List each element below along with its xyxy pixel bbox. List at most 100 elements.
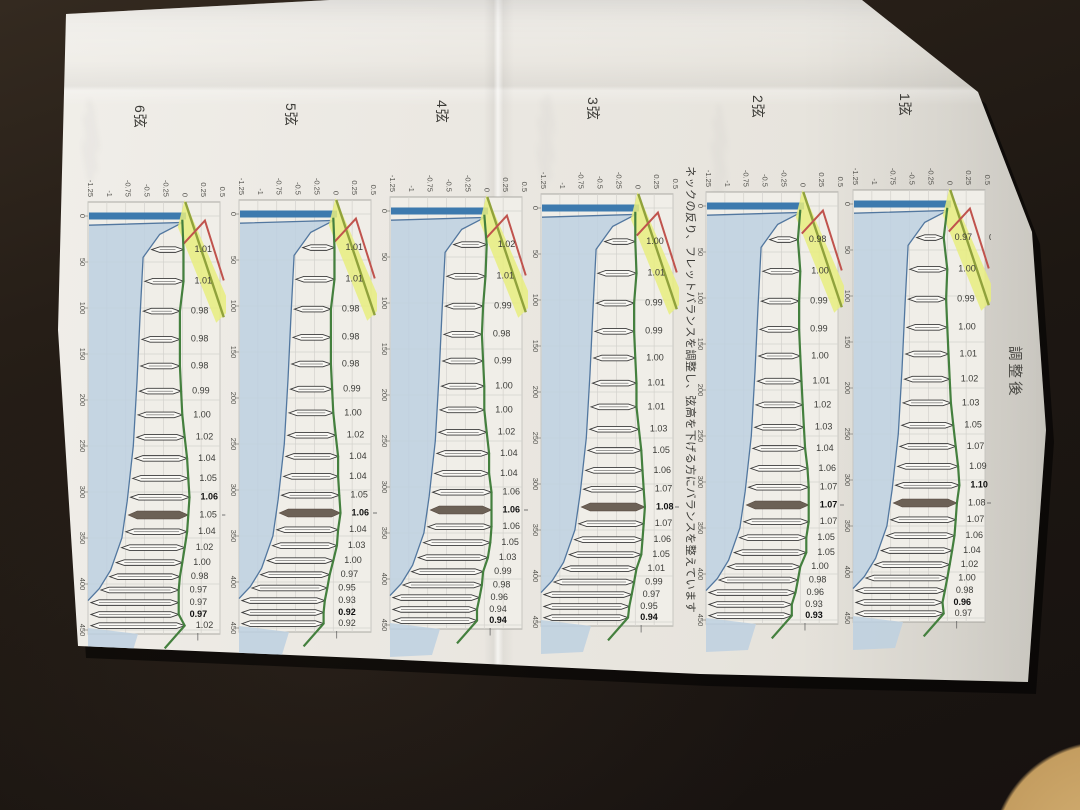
fret-height-label: 1.05 [817,532,835,542]
string-line-red [801,208,843,271]
position-tick-label: 200 [78,394,87,407]
height-tick-label: -0.75 [577,172,586,189]
position-tick-label: 0 [380,209,389,213]
height-tick-label: -0.5 [761,174,770,187]
fret-height-label: 1.01 [959,348,977,358]
nut-bar [707,202,805,210]
fret-height-label: 1.04 [816,443,834,453]
fret-height-label: 1.09 [969,461,987,471]
fret-height-label: 0.97 [955,608,973,618]
position-tick-label: 0 [696,204,705,208]
position-tick-label: 0 [229,212,238,216]
fret-height-label: 0.98 [956,585,974,595]
fret-height-label: 1.03 [815,422,833,432]
fret-height-label: 1.00 [811,266,829,276]
fret-height-label: 0.99 [192,386,210,396]
fret-height-label: 0.98 [809,234,827,244]
fret-height-label: 1.00 [958,572,976,582]
height-tick-label: 0.25 [964,170,973,185]
height-tick-label: 0.5 [520,182,528,192]
string-line-olive [637,193,678,310]
position-tick-label: 450 [229,622,238,635]
position-tick-label: 400 [380,573,389,586]
fret-height-label: 1.04 [349,451,367,461]
fret-12-marker [745,500,810,510]
position-tick-label: 200 [843,382,852,395]
fret-top-line [922,207,961,638]
height-tick-label: -0.5 [445,179,454,192]
pencil-smudge [538,94,554,186]
fret-height-label: 1.02 [196,620,214,630]
height-tick-label: -1 [723,180,732,187]
height-tick-label: 0.25 [501,177,510,192]
position-tick-label: 400 [696,568,705,581]
nut-bar [542,204,640,212]
fret-height-label: 0.99 [957,294,975,304]
height-tick-label: -0.5 [908,172,917,185]
height-tick-label: -0.75 [275,178,284,195]
position-tick-label: 150 [843,336,852,349]
fret-height-label: 0.99 [494,355,512,365]
fret-height-label: 1.04 [198,453,216,463]
fret-height-label: 0.95 [338,582,356,592]
fret-height-label: 1.06 [654,534,672,544]
nut-bar [391,207,489,215]
nut-bar [89,212,187,220]
fret-height-label: 0.94 [640,612,658,622]
chart-string-4: 1.02 1.01 0.99 0.98 0.99 1.00 1.00 1.02 1.04 1.04… [380,175,528,657]
position-tick-label: 100 [531,294,540,307]
position-tick-label: 50 [78,258,87,266]
fret-height-label: 1.03 [499,552,517,562]
string-line-red [636,210,678,273]
fret-12-marker [580,502,646,512]
neck-profile-fill [88,222,183,634]
position-tick-label: 350 [696,522,705,535]
height-tick-label: -0.25 [161,180,170,197]
position-tick-label: 200 [229,392,238,405]
fret-top-line [302,217,342,648]
fret-12-marker [127,510,190,520]
height-tick-label: 0 [633,185,642,189]
height-tick-label: -0.5 [596,176,605,189]
fret-height-label: 1.00 [646,236,664,246]
position-tick-label: 200 [531,386,540,399]
neck-profile-fill [706,212,801,624]
position-tick-label: 100 [380,297,389,310]
fret-height-label: 0.92 [338,618,356,628]
fret-height-label: 1.02 [961,559,979,569]
fret-height-label: 0.95 [640,601,658,611]
position-tick-label: 150 [380,343,389,356]
position-tick-label: 350 [531,524,540,537]
neck-heel-overflow [239,626,289,660]
fret-height-label: 1.04 [349,471,367,481]
fret-height-label: 0.99 [810,296,828,306]
position-tick-label: 250 [531,432,540,445]
pencil-smudge [712,104,726,214]
string-line-olive [486,196,527,313]
chart-title-1: 1弦 [897,93,913,117]
position-tick-label: 450 [78,624,87,637]
trailing-mark: | [640,623,642,633]
position-tick-label: 0 [843,202,852,206]
fret-height-label: 1.01 [647,268,665,278]
position-tick-label: 350 [380,527,389,540]
fret-height-label: 1.01 [345,274,363,284]
nut-bar [854,200,952,208]
position-tick-label: 150 [531,340,540,353]
nut-bar [240,210,338,218]
height-tick-label: -1.25 [704,170,713,187]
fret-12-marker [429,505,493,515]
position-tick-label: 300 [380,481,389,494]
fret-height-label: 1.01 [194,276,212,286]
position-tick-label: 350 [843,520,852,533]
chart-title-5: 5弦 [283,103,299,127]
height-tick-label: -0.25 [926,168,935,185]
height-tick-label: 0.5 [671,179,679,189]
position-tick-label: 300 [696,476,705,489]
fret-height-label: 1.00 [193,409,211,419]
position-tick-label: 150 [696,338,705,351]
neck-heel-overflow [706,618,756,652]
height-tick-label: -0.75 [742,170,751,187]
